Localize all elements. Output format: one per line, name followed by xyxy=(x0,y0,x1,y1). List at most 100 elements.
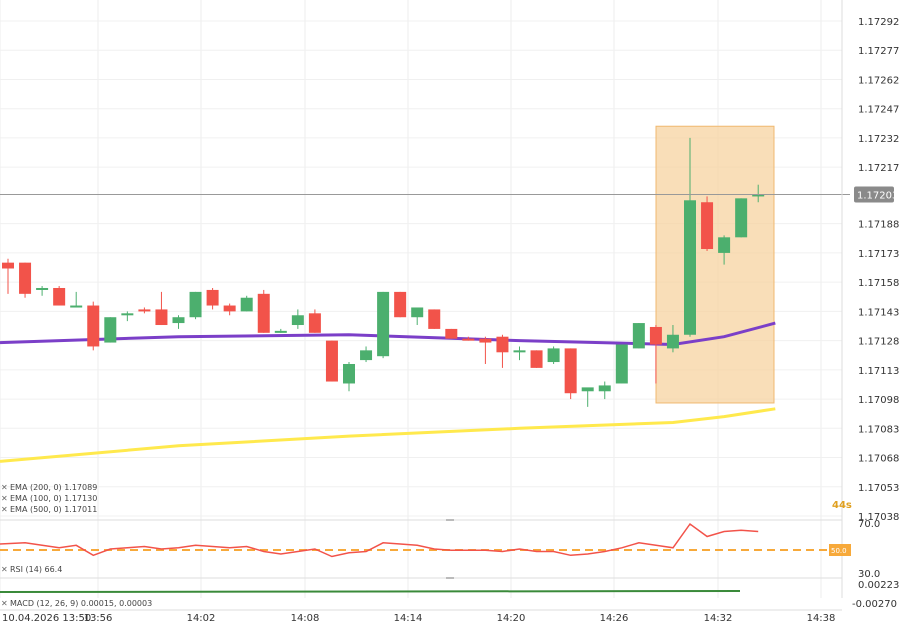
candle-body xyxy=(240,297,253,312)
price-tick-label: 1.17083 xyxy=(858,424,899,435)
candle-body xyxy=(206,289,219,306)
highlight-box xyxy=(655,125,775,404)
candle-body xyxy=(138,309,151,312)
candle xyxy=(752,184,765,203)
time-tick-label: 14:08 xyxy=(291,613,320,624)
price-tick-label: 1.17262 xyxy=(858,75,899,86)
macd-upper-label: 0.00223 xyxy=(858,580,899,591)
candle xyxy=(308,309,321,333)
candle xyxy=(479,336,492,364)
legend-entry: EMA (100, 0) 1.17130 xyxy=(10,494,97,503)
rsi-layer: 50.0 70.0 30.0 ✕ RSI (14) 66.4 xyxy=(0,519,880,580)
candle xyxy=(274,328,287,333)
price-tick-label: 1.17158 xyxy=(858,278,899,289)
candle-body xyxy=(274,330,287,333)
candle-body xyxy=(223,305,236,312)
candle xyxy=(445,328,458,339)
candle-body xyxy=(684,200,696,335)
candle-body xyxy=(325,340,338,382)
candle-body xyxy=(104,317,117,343)
candle xyxy=(632,323,645,349)
candle xyxy=(513,346,526,361)
time-tick-label: 13:56 xyxy=(84,613,113,624)
candle-body xyxy=(257,293,270,333)
candle-body xyxy=(735,198,748,238)
axis-layer: 1.17292 1.17277 1.17262 1.17247 1.17232 1.172… xyxy=(832,0,899,598)
legend-close-icon: ✕ xyxy=(1,494,8,503)
price-tick-label: 1.17038 xyxy=(858,512,899,523)
candle-body xyxy=(649,326,662,345)
candle xyxy=(701,196,714,251)
rsi-mid-label: 50.0 xyxy=(831,547,847,555)
candle xyxy=(138,307,151,314)
price-tick-label: 1.17217 xyxy=(858,163,899,174)
candle xyxy=(343,362,355,392)
candle xyxy=(666,325,679,353)
candle-body xyxy=(496,336,509,353)
candle-body xyxy=(308,313,321,333)
price-tick-label: 1.17292 xyxy=(858,17,899,28)
current-price-label: 1.17203 xyxy=(857,190,898,201)
candle xyxy=(257,289,270,333)
candle-body xyxy=(598,385,611,392)
candle xyxy=(172,315,185,329)
rsi-close-icon: ✕ xyxy=(1,565,8,574)
highlight-layer xyxy=(655,125,775,404)
candle-body xyxy=(70,305,83,308)
time-tick-label: 14:14 xyxy=(394,613,423,624)
time-tick-label: 14:02 xyxy=(187,613,216,624)
candle-body xyxy=(428,309,441,329)
candle-body xyxy=(530,350,543,368)
candle-body xyxy=(53,287,66,306)
candle-body xyxy=(547,348,560,363)
candle xyxy=(377,291,390,359)
candle xyxy=(53,286,66,306)
ema-500-line xyxy=(0,407,776,463)
candle xyxy=(360,346,373,363)
time-tick-label: 14:32 xyxy=(704,613,733,624)
candle xyxy=(70,291,83,308)
candle-body xyxy=(155,309,168,326)
macd-line xyxy=(0,590,741,593)
candle xyxy=(291,309,304,329)
candle-layer xyxy=(2,137,765,407)
macd-lower-label: -0.00270 xyxy=(852,599,897,610)
macd-resize-handle xyxy=(446,577,454,579)
rsi-resize-handle xyxy=(446,519,454,521)
legend-entry: EMA (200, 0) 1.17089 xyxy=(10,483,97,492)
candle xyxy=(411,307,424,326)
candle-body xyxy=(172,317,185,324)
candle-body xyxy=(615,344,628,384)
candle xyxy=(428,309,441,329)
time-tick-label: 10.04.2026 13:50 xyxy=(2,613,91,624)
candle xyxy=(121,311,134,322)
candle xyxy=(581,387,594,407)
candle-body xyxy=(445,328,458,339)
time-tick-label: 14:38 xyxy=(807,613,836,624)
candle xyxy=(325,340,338,382)
candle xyxy=(462,336,475,341)
price-tick-label: 1.17232 xyxy=(858,134,899,145)
candle-body xyxy=(377,291,390,357)
candle-body xyxy=(19,262,32,294)
legend-layer: ✕ EMA (200, 0) 1.17089✕ EMA (100, 0) 1.171… xyxy=(1,483,97,514)
legend-close-icon: ✕ xyxy=(1,483,8,492)
countdown-label: 44s xyxy=(832,500,852,511)
candle-body xyxy=(581,387,594,392)
price-tick-label: 1.17113 xyxy=(858,366,899,377)
candle xyxy=(104,317,117,343)
candle xyxy=(240,295,253,312)
candle xyxy=(189,291,202,320)
time-tick-label: 14:20 xyxy=(497,613,526,624)
current-price-tag xyxy=(854,186,894,203)
price-tick-label: 1.17053 xyxy=(858,483,899,494)
candle-body xyxy=(189,291,202,318)
price-tick-label: 1.17128 xyxy=(858,337,899,348)
candle xyxy=(684,137,696,337)
macd-layer: 0.00223 -0.00270 ✕ MACD (12, 26, 9) 0.00015… xyxy=(0,577,899,610)
candle-body xyxy=(666,334,679,349)
candle xyxy=(615,344,628,384)
